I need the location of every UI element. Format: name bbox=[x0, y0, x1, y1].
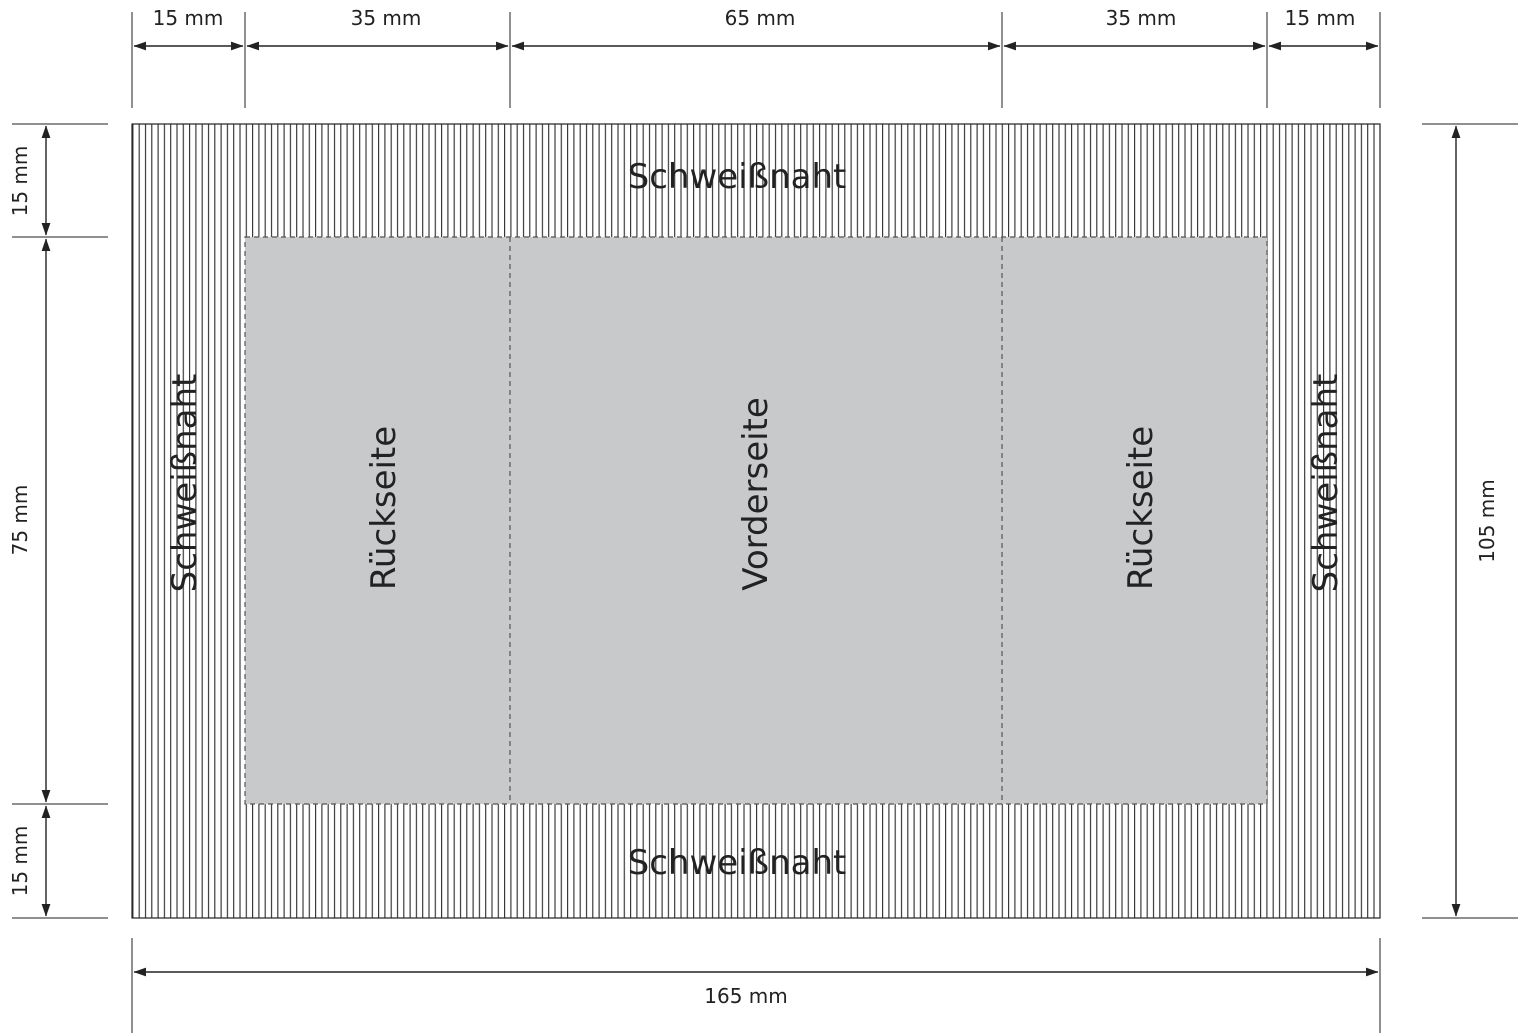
panel-label-back-left: Rückseite bbox=[364, 426, 404, 590]
seam-label-right: Schweißnaht bbox=[1306, 374, 1346, 593]
panel-label-front: Vorderseite bbox=[736, 397, 776, 591]
dim-label-top-3: 65 mm bbox=[725, 6, 796, 30]
dim-label-top-2: 35 mm bbox=[351, 6, 422, 30]
dim-label-top-4: 35 mm bbox=[1106, 6, 1177, 30]
dim-label-right: 105 mm bbox=[1475, 479, 1499, 563]
seam-label-bottom: Schweißnaht bbox=[628, 843, 847, 883]
seam-label-top: Schweißnaht bbox=[628, 157, 847, 197]
dim-label-left-2: 75 mm bbox=[8, 485, 32, 556]
seam-label-left: Schweißnaht bbox=[165, 374, 205, 593]
print-area bbox=[244, 236, 1268, 805]
panel-label-back-right: Rückseite bbox=[1121, 426, 1161, 590]
dim-label-top-5: 15 mm bbox=[1285, 6, 1356, 30]
dim-label-left-3: 15 mm bbox=[8, 826, 32, 897]
dim-label-left-1: 15 mm bbox=[8, 146, 32, 217]
dim-label-top-1: 15 mm bbox=[153, 6, 224, 30]
dim-label-bottom: 165 mm bbox=[704, 984, 788, 1008]
